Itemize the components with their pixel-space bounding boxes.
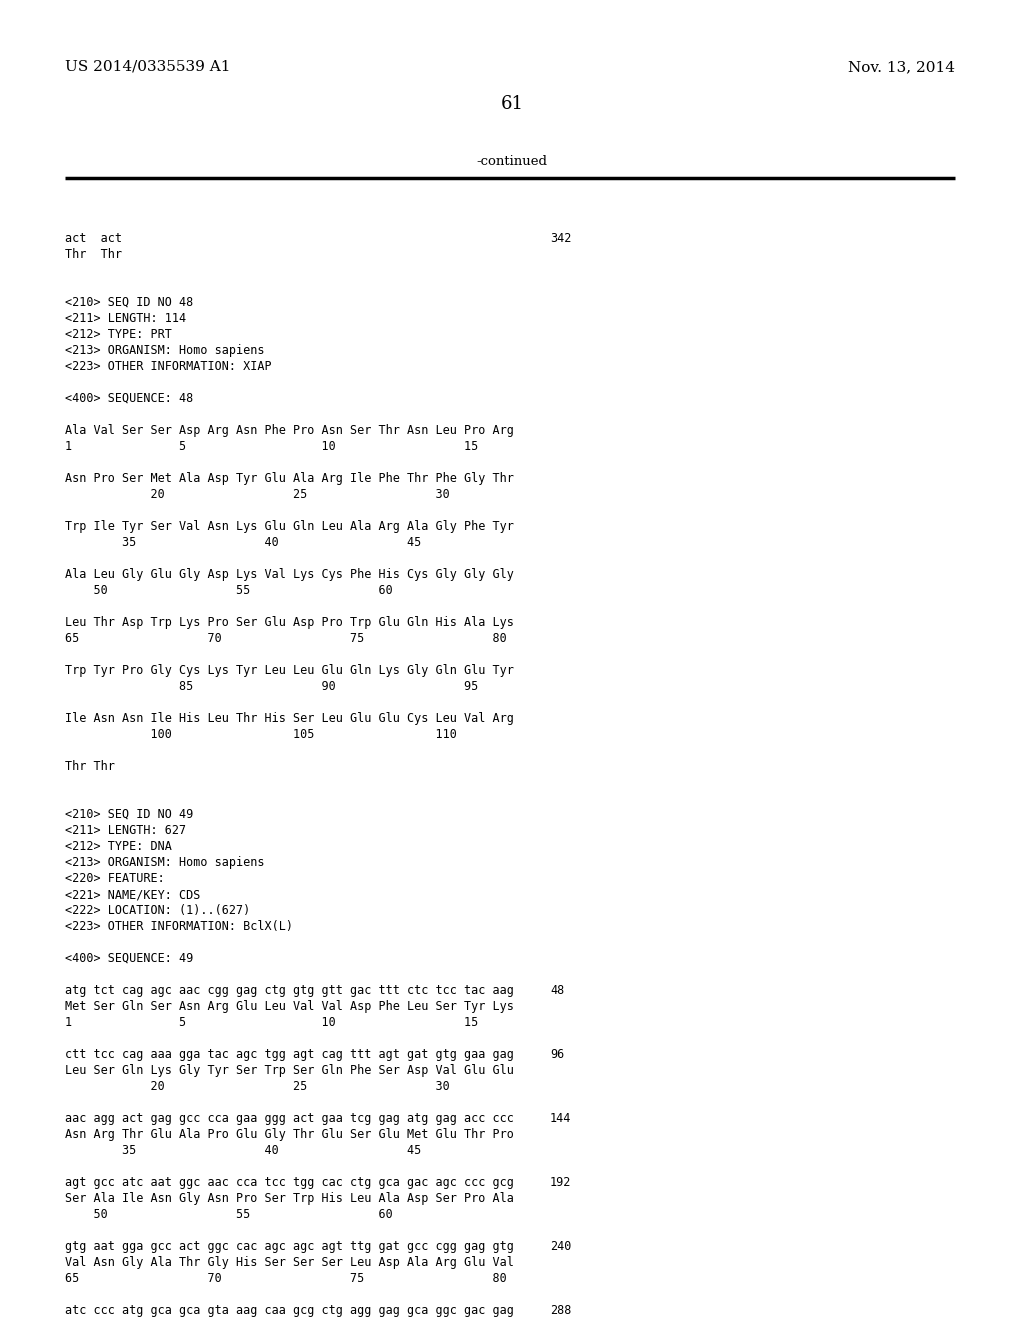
- Text: Leu Thr Asp Trp Lys Pro Ser Glu Asp Pro Trp Glu Gln His Ala Lys: Leu Thr Asp Trp Lys Pro Ser Glu Asp Pro …: [65, 616, 514, 630]
- Text: atc ccc atg gca gca gta aag caa gcg ctg agg gag gca ggc gac gag: atc ccc atg gca gca gta aag caa gcg ctg …: [65, 1304, 514, 1317]
- Text: 35                  40                  45: 35 40 45: [65, 536, 421, 549]
- Text: 240: 240: [550, 1239, 571, 1253]
- Text: atg tct cag agc aac cgg gag ctg gtg gtt gac ttt ctc tcc tac aag: atg tct cag agc aac cgg gag ctg gtg gtt …: [65, 983, 514, 997]
- Text: 85                  90                  95: 85 90 95: [65, 680, 478, 693]
- Text: <212> TYPE: PRT: <212> TYPE: PRT: [65, 327, 172, 341]
- Text: Val Asn Gly Ala Thr Gly His Ser Ser Ser Leu Asp Ala Arg Glu Val: Val Asn Gly Ala Thr Gly His Ser Ser Ser …: [65, 1257, 514, 1269]
- Text: ctt tcc cag aaa gga tac agc tgg agt cag ttt agt gat gtg gaa gag: ctt tcc cag aaa gga tac agc tgg agt cag …: [65, 1048, 514, 1061]
- Text: Ser Ala Ile Asn Gly Asn Pro Ser Trp His Leu Ala Asp Ser Pro Ala: Ser Ala Ile Asn Gly Asn Pro Ser Trp His …: [65, 1192, 514, 1205]
- Text: 65                  70                  75                  80: 65 70 75 80: [65, 632, 507, 645]
- Text: Thr  Thr: Thr Thr: [65, 248, 122, 261]
- Text: US 2014/0335539 A1: US 2014/0335539 A1: [65, 59, 230, 74]
- Text: 61: 61: [501, 95, 523, 114]
- Text: gtg aat gga gcc act ggc cac agc agc agt ttg gat gcc cgg gag gtg: gtg aat gga gcc act ggc cac agc agc agt …: [65, 1239, 514, 1253]
- Text: 1               5                   10                  15: 1 5 10 15: [65, 1016, 478, 1030]
- Text: 100                 105                 110: 100 105 110: [65, 729, 457, 741]
- Text: 144: 144: [550, 1111, 571, 1125]
- Text: Asn Pro Ser Met Ala Asp Tyr Glu Ala Arg Ile Phe Thr Phe Gly Thr: Asn Pro Ser Met Ala Asp Tyr Glu Ala Arg …: [65, 473, 514, 484]
- Text: <223> OTHER INFORMATION: BclX(L): <223> OTHER INFORMATION: BclX(L): [65, 920, 293, 933]
- Text: aac agg act gag gcc cca gaa ggg act gaa tcg gag atg gag acc ccc: aac agg act gag gcc cca gaa ggg act gaa …: [65, 1111, 514, 1125]
- Text: 20                  25                  30: 20 25 30: [65, 488, 450, 502]
- Text: <213> ORGANISM: Homo sapiens: <213> ORGANISM: Homo sapiens: [65, 345, 264, 356]
- Text: 48: 48: [550, 983, 564, 997]
- Text: <211> LENGTH: 114: <211> LENGTH: 114: [65, 312, 186, 325]
- Text: 50                  55                  60: 50 55 60: [65, 1208, 393, 1221]
- Text: 65                  70                  75                  80: 65 70 75 80: [65, 1272, 507, 1284]
- Text: Met Ser Gln Ser Asn Arg Glu Leu Val Val Asp Phe Leu Ser Tyr Lys: Met Ser Gln Ser Asn Arg Glu Leu Val Val …: [65, 1001, 514, 1012]
- Text: <210> SEQ ID NO 48: <210> SEQ ID NO 48: [65, 296, 194, 309]
- Text: <221> NAME/KEY: CDS: <221> NAME/KEY: CDS: [65, 888, 201, 902]
- Text: Leu Ser Gln Lys Gly Tyr Ser Trp Ser Gln Phe Ser Asp Val Glu Glu: Leu Ser Gln Lys Gly Tyr Ser Trp Ser Gln …: [65, 1064, 514, 1077]
- Text: 192: 192: [550, 1176, 571, 1189]
- Text: <213> ORGANISM: Homo sapiens: <213> ORGANISM: Homo sapiens: [65, 855, 264, 869]
- Text: 288: 288: [550, 1304, 571, 1317]
- Text: 96: 96: [550, 1048, 564, 1061]
- Text: Trp Tyr Pro Gly Cys Lys Tyr Leu Leu Glu Gln Lys Gly Gln Glu Tyr: Trp Tyr Pro Gly Cys Lys Tyr Leu Leu Glu …: [65, 664, 514, 677]
- Text: Ala Val Ser Ser Asp Arg Asn Phe Pro Asn Ser Thr Asn Leu Pro Arg: Ala Val Ser Ser Asp Arg Asn Phe Pro Asn …: [65, 424, 514, 437]
- Text: <212> TYPE: DNA: <212> TYPE: DNA: [65, 840, 172, 853]
- Text: Thr Thr: Thr Thr: [65, 760, 115, 774]
- Text: 1               5                   10                  15: 1 5 10 15: [65, 440, 478, 453]
- Text: 342: 342: [550, 232, 571, 246]
- Text: <222> LOCATION: (1)..(627): <222> LOCATION: (1)..(627): [65, 904, 250, 917]
- Text: 20                  25                  30: 20 25 30: [65, 1080, 450, 1093]
- Text: Asn Arg Thr Glu Ala Pro Glu Gly Thr Glu Ser Glu Met Glu Thr Pro: Asn Arg Thr Glu Ala Pro Glu Gly Thr Glu …: [65, 1129, 514, 1140]
- Text: 35                  40                  45: 35 40 45: [65, 1144, 421, 1158]
- Text: <400> SEQUENCE: 49: <400> SEQUENCE: 49: [65, 952, 194, 965]
- Text: <223> OTHER INFORMATION: XIAP: <223> OTHER INFORMATION: XIAP: [65, 360, 271, 374]
- Text: <210> SEQ ID NO 49: <210> SEQ ID NO 49: [65, 808, 194, 821]
- Text: Trp Ile Tyr Ser Val Asn Lys Glu Gln Leu Ala Arg Ala Gly Phe Tyr: Trp Ile Tyr Ser Val Asn Lys Glu Gln Leu …: [65, 520, 514, 533]
- Text: -continued: -continued: [476, 154, 548, 168]
- Text: <400> SEQUENCE: 48: <400> SEQUENCE: 48: [65, 392, 194, 405]
- Text: agt gcc atc aat ggc aac cca tcc tgg cac ctg gca gac agc ccc gcg: agt gcc atc aat ggc aac cca tcc tgg cac …: [65, 1176, 514, 1189]
- Text: <220> FEATURE:: <220> FEATURE:: [65, 873, 165, 884]
- Text: Ala Leu Gly Glu Gly Asp Lys Val Lys Cys Phe His Cys Gly Gly Gly: Ala Leu Gly Glu Gly Asp Lys Val Lys Cys …: [65, 568, 514, 581]
- Text: Ile Asn Asn Ile His Leu Thr His Ser Leu Glu Glu Cys Leu Val Arg: Ile Asn Asn Ile His Leu Thr His Ser Leu …: [65, 711, 514, 725]
- Text: 50                  55                  60: 50 55 60: [65, 583, 393, 597]
- Text: act  act: act act: [65, 232, 122, 246]
- Text: Nov. 13, 2014: Nov. 13, 2014: [848, 59, 955, 74]
- Text: <211> LENGTH: 627: <211> LENGTH: 627: [65, 824, 186, 837]
